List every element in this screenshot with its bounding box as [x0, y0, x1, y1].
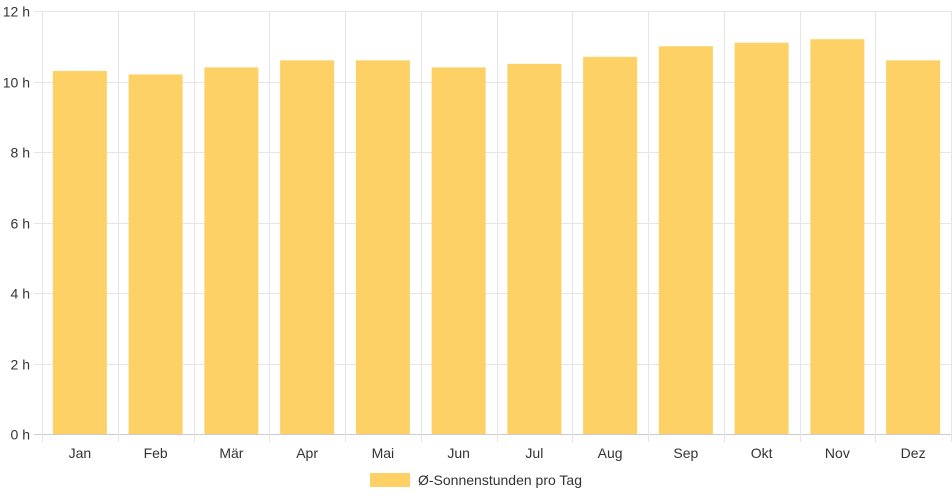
bar-Jan[interactable] [52, 70, 107, 435]
x-tick-label: Jun [447, 445, 470, 461]
x-tick-label: Jan [69, 445, 92, 461]
bar-Okt[interactable] [734, 42, 789, 434]
x-tick-label: Dez [901, 445, 926, 461]
bar-Feb[interactable] [128, 74, 183, 434]
y-tick-label: 10 h [3, 75, 30, 91]
x-tick-label: Apr [296, 445, 318, 461]
grid-lines [34, 11, 952, 442]
bar-Mai[interactable] [355, 60, 410, 434]
y-tick-label: 6 h [11, 216, 30, 232]
x-tick-label: Nov [825, 445, 850, 461]
y-tick-label: 2 h [11, 357, 30, 373]
x-tick-label: Aug [598, 445, 623, 461]
bars [52, 39, 941, 435]
x-tick-label: Mai [372, 445, 395, 461]
bar-Nov[interactable] [810, 39, 865, 434]
bar-Jul[interactable] [507, 63, 562, 434]
x-tick-label: Sep [673, 445, 698, 461]
x-tick-label: Okt [751, 445, 773, 461]
bar-Aug[interactable] [583, 56, 638, 434]
x-tick-label: Mär [219, 445, 243, 461]
legend-swatch [370, 473, 410, 487]
y-tick-label: 0 h [11, 427, 30, 443]
legend[interactable]: Ø-Sonnenstunden pro Tag [0, 472, 952, 488]
y-axis-ticks: 0 h 2 h 4 h 6 h 8 h 10 h 12 h [3, 4, 30, 443]
y-tick-label: 4 h [11, 286, 30, 302]
x-tick-label: Feb [144, 445, 168, 461]
bar-Sep[interactable] [658, 46, 713, 434]
bar-chart: 0 h2 h4 h6 h8 h10 h12 h Jan Feb Mär Apr Mai J… [3, 4, 952, 461]
bar-Jun[interactable] [431, 67, 486, 435]
x-tick-label: Jul [525, 445, 543, 461]
bar-Mär[interactable] [204, 67, 259, 435]
bar-Dez[interactable] [886, 60, 941, 434]
y-tick-label: 8 h [11, 145, 30, 161]
legend-label: Ø-Sonnenstunden pro Tag [418, 472, 582, 488]
bar-Apr[interactable] [280, 60, 335, 434]
y-tick-label: 12 h [3, 4, 30, 20]
x-axis-ticks: Jan Feb Mär Apr Mai Jun Jul Aug Sep Okt Nov Dez [69, 445, 926, 461]
